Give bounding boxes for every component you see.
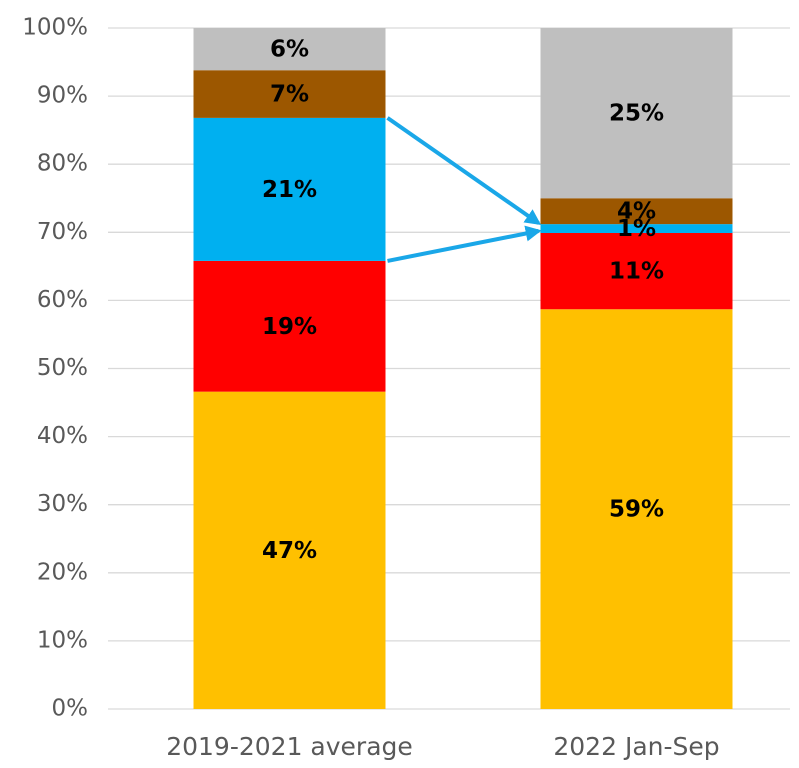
y-tick-label: 80% [37, 151, 88, 177]
arrow [387, 225, 542, 263]
y-tick-label: 50% [37, 355, 88, 381]
bar-segment [540, 28, 733, 199]
bar-segment [193, 391, 386, 709]
arrow [386, 116, 542, 225]
y-tick-label: 0% [52, 696, 89, 722]
data-label: 21% [262, 177, 317, 203]
bar-segment [540, 232, 733, 310]
y-tick-label: 30% [37, 491, 88, 517]
y-tick-label: 60% [37, 287, 88, 313]
data-label: 59% [609, 497, 664, 523]
data-label: 25% [609, 101, 664, 127]
data-label: 1% [617, 216, 656, 242]
bar-segment [540, 224, 733, 233]
data-label: 19% [262, 314, 317, 340]
bar-segment [193, 28, 386, 71]
bar-segment [193, 117, 386, 261]
bar-segment [193, 260, 386, 392]
y-tick-label: 10% [37, 627, 88, 653]
data-label: 7% [270, 82, 309, 108]
data-label: 4% [617, 199, 656, 225]
y-tick-label: 70% [37, 219, 88, 245]
bar-segment [540, 309, 733, 709]
data-label: 11% [609, 259, 664, 285]
y-tick-label: 90% [37, 83, 88, 109]
x-tick-label: 2019-2021 average [166, 732, 413, 761]
y-tick-label: 20% [37, 559, 88, 585]
y-tick-label: 40% [37, 423, 88, 449]
bar-segment [540, 198, 733, 225]
y-tick-label: 100% [22, 15, 88, 41]
data-label: 6% [270, 37, 309, 63]
data-label: 47% [262, 538, 317, 564]
x-tick-label: 2022 Jan-Sep [553, 732, 719, 761]
bar-segment [193, 70, 386, 118]
